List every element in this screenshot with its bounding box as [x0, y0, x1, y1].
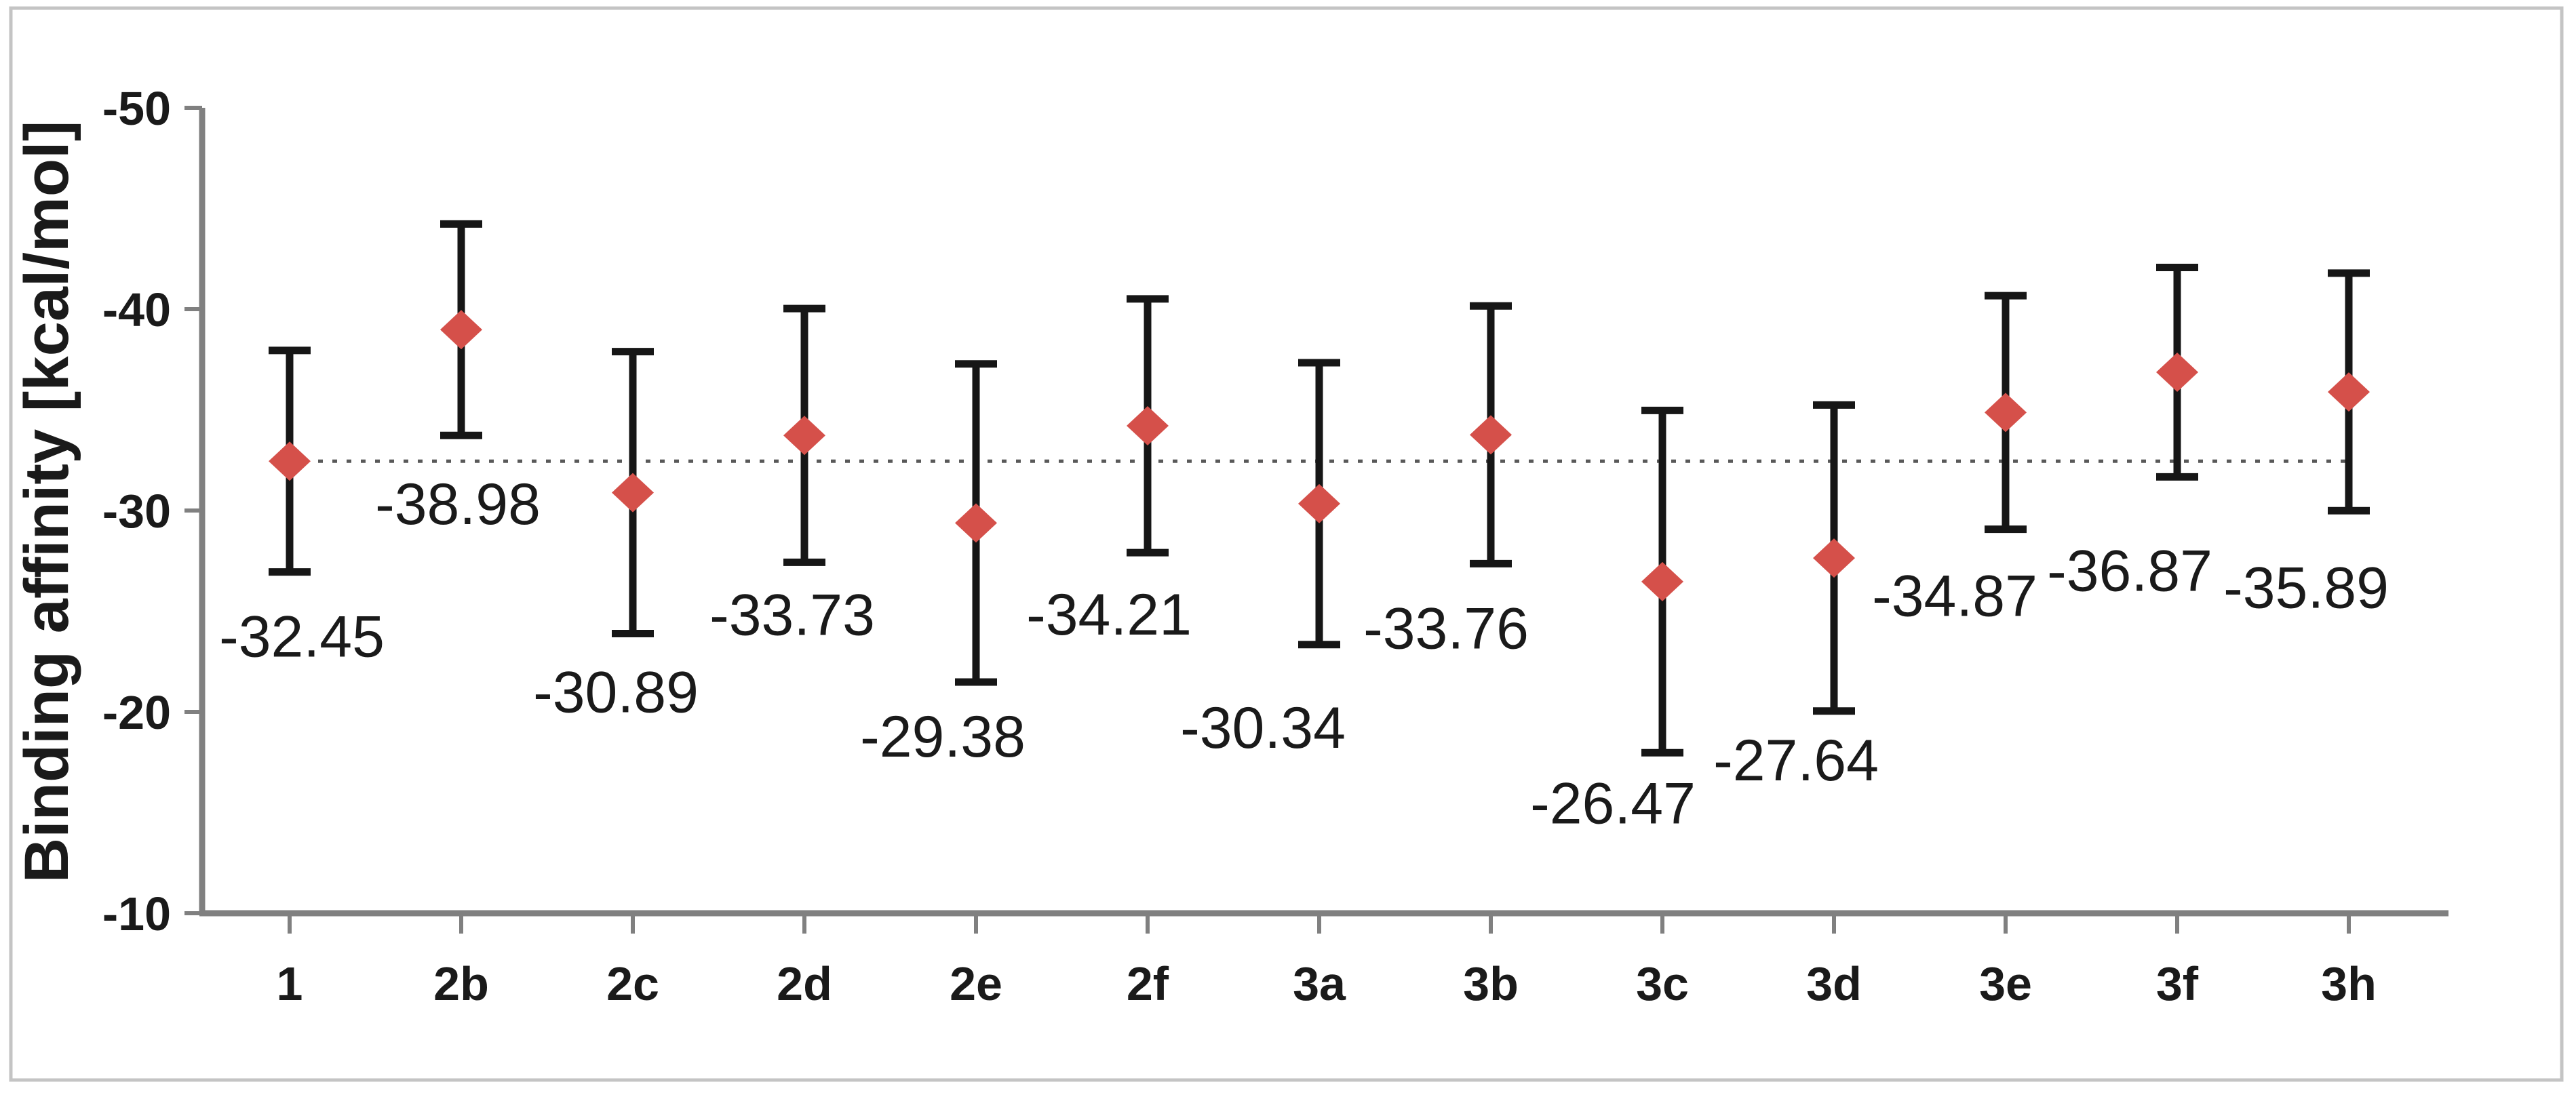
- data-label: -34.21: [1026, 582, 1192, 647]
- chart-border: [9, 6, 2564, 1082]
- data-point-diamond: [440, 310, 482, 350]
- y-tick-label: -20: [102, 686, 171, 739]
- x-tick-label: 3a: [1293, 957, 1346, 1010]
- data-point-diamond: [269, 441, 311, 481]
- x-tick-label: 3b: [1463, 957, 1519, 1010]
- data-point-diamond: [783, 416, 825, 456]
- data-label: -35.89: [2223, 555, 2389, 620]
- data-point-diamond: [1985, 393, 2027, 433]
- x-tick-label: 3f: [2156, 957, 2199, 1010]
- y-axis-title: Binding affinity [kcal/mol]: [12, 121, 81, 883]
- data-point-diamond: [1298, 483, 1340, 523]
- data-label: -26.47: [1530, 771, 1696, 836]
- x-tick-label: 2c: [606, 957, 659, 1010]
- data-label-layer: -32.45 -38.98 -30.89-33.73 -29.38-34.21 -30.…: [219, 472, 2389, 836]
- data-point-diamond: [1641, 561, 1683, 601]
- data-label: -29.38: [860, 704, 1026, 770]
- x-tick-label: 2b: [433, 957, 489, 1010]
- x-tick-label: 2e: [950, 957, 1002, 1010]
- data-point-diamond: [2328, 372, 2370, 412]
- y-tick-label: -50: [102, 82, 171, 135]
- y-tick-label: -40: [102, 283, 171, 336]
- x-tick-label: 3h: [2321, 957, 2377, 1010]
- data-point-diamond: [955, 503, 997, 543]
- data-point-diamond: [1470, 415, 1512, 455]
- marker-layer: [269, 310, 2370, 601]
- y-tick-label: -30: [102, 485, 171, 538]
- axes-layer: -50 -40 -30 -20 -10 1 2b 2c 2d 2e 2f 3a 3b 3c 3d 3e 3f 3h: [102, 82, 2448, 1010]
- x-tick-label: 3e: [1979, 957, 2032, 1010]
- data-point-diamond: [1127, 405, 1169, 445]
- y-tick-label: -10: [102, 887, 171, 940]
- data-point-diamond: [612, 473, 654, 513]
- data-label: -27.64: [1713, 728, 1879, 793]
- data-label: -32.45: [219, 605, 385, 670]
- data-point-diamond: [2156, 352, 2198, 392]
- x-tick-label: 2f: [1127, 957, 1169, 1010]
- x-tick-label: 3c: [1636, 957, 1689, 1010]
- x-tick-label: 3d: [1806, 957, 1862, 1010]
- data-label: -33.76: [1363, 596, 1529, 661]
- data-point-diamond: [1813, 538, 1855, 578]
- data-label: -30.34: [1180, 696, 1346, 761]
- data-label: -34.87: [1872, 564, 2037, 629]
- x-tick-label: 1: [277, 957, 303, 1010]
- data-label: -33.73: [709, 582, 875, 647]
- x-tick-label: 2d: [777, 957, 832, 1010]
- data-label: -38.98: [375, 472, 541, 537]
- data-label: -30.89: [533, 660, 699, 725]
- data-label: -36.87: [2047, 538, 2212, 603]
